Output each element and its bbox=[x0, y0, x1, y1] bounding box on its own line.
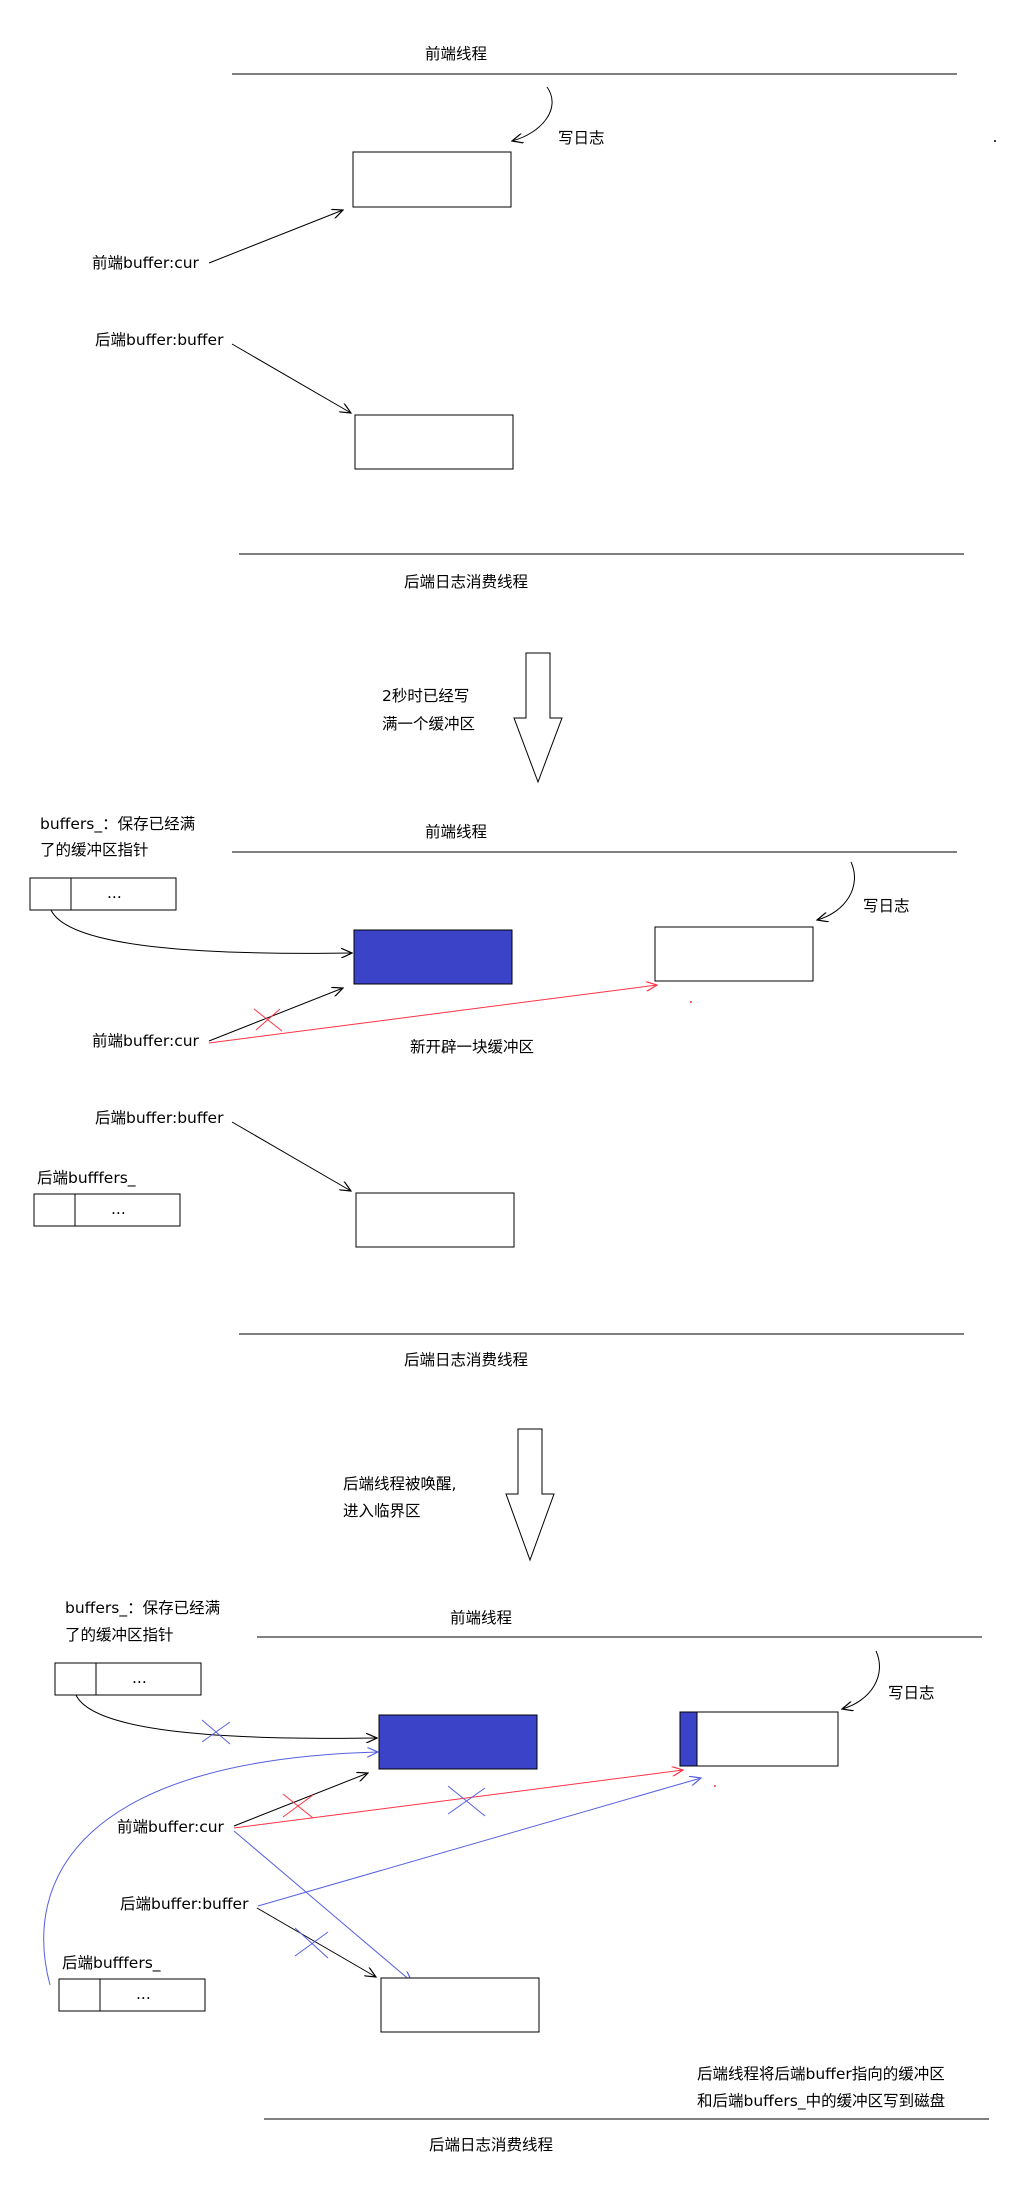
buffers-note-line-1: buffers_：保存已经满 bbox=[40, 815, 195, 834]
back-buffers-label: 后端bufffers_ bbox=[62, 1954, 161, 1973]
buffers-vector-ellipsis: ... bbox=[107, 884, 122, 902]
new-cur-pointer-arrow bbox=[208, 985, 657, 1044]
old-cur-pointer-arrow bbox=[208, 988, 343, 1042]
new-buffer-box bbox=[654, 926, 814, 982]
write-log-label: 写日志 bbox=[888, 1684, 935, 1702]
cross-mark bbox=[294, 1927, 329, 1959]
stray-dot bbox=[690, 1001, 692, 1003]
frontend-thread-label: 前端线程 bbox=[450, 1609, 512, 1627]
stage-2: buffers_：保存已经满 了的缓冲区指针 前端线程 ... 写日志 前端bu… bbox=[29, 815, 964, 1369]
write-log-arrow bbox=[842, 1650, 880, 1709]
cross-mark bbox=[201, 1719, 231, 1745]
stage-3: buffers_：保存已经满 了的缓冲区指针 前端线程 ... 写日志 前端bu… bbox=[43, 1599, 989, 2154]
backend-thread-label: 后端日志消费线程 bbox=[404, 1351, 528, 1369]
transition-2: 后端线程被唤醒, 进入临界区 bbox=[343, 1428, 555, 1562]
transition-1-line-2: 满一个缓冲区 bbox=[382, 715, 475, 733]
transition-1: 2秒时已经写 满一个缓冲区 bbox=[382, 652, 563, 784]
back-buffer-box bbox=[355, 1192, 515, 1248]
final-note-line-1: 后端线程将后端buffer指向的缓冲区 bbox=[697, 2065, 945, 2083]
new-buffer-note: 新开辟一块缓冲区 bbox=[410, 1038, 534, 1056]
back-buffer-box bbox=[380, 1977, 540, 2033]
buffers-note-line-2: 了的缓冲区指针 bbox=[65, 1626, 174, 1644]
full-buffer-box bbox=[378, 1714, 538, 1770]
write-log-label: 写日志 bbox=[863, 897, 910, 915]
buffer-to-new-buffer-arrow bbox=[257, 1778, 701, 1907]
buffers-vector bbox=[54, 1662, 202, 1696]
buffers-vector bbox=[29, 877, 177, 911]
buffers-note-line-2: 了的缓冲区指针 bbox=[40, 841, 149, 859]
cross-mark bbox=[447, 1785, 486, 1817]
transition-1-line-1: 2秒时已经写 bbox=[382, 687, 469, 705]
final-note-line-2: 和后端buffers_中的缓冲区写到磁盘 bbox=[697, 2091, 945, 2111]
back-buffers-vector bbox=[33, 1193, 181, 1227]
down-arrow-icon bbox=[513, 652, 563, 784]
front-buffer-cur-label: 前端buffer:cur bbox=[92, 254, 200, 272]
back-buffers-vector-ellipsis: ... bbox=[111, 1200, 126, 1218]
buffers-note-line-1: buffers_：保存已经满 bbox=[65, 1599, 220, 1618]
stray-dot bbox=[994, 140, 996, 142]
buffer-pointer-arrow bbox=[231, 343, 351, 413]
write-log-arrow bbox=[817, 861, 855, 920]
front-buffer-cur-label: 前端buffer:cur bbox=[117, 1818, 225, 1836]
write-log-arrow bbox=[512, 86, 553, 141]
down-arrow-icon bbox=[505, 1428, 555, 1562]
stage-1: 前端线程 写日志 前端buffer:cur 后端buffer:buffer 后端… bbox=[92, 45, 996, 591]
buffer-pointer-arrow bbox=[231, 1121, 351, 1191]
back-buffers-to-full-buffer-arrow bbox=[43, 1752, 378, 1986]
back-buffer-label: 后端buffer:buffer bbox=[120, 1895, 249, 1913]
buffers-to-full-buffer-arrow bbox=[75, 1694, 377, 1738]
back-buffers-vector-ellipsis: ... bbox=[136, 1985, 151, 2003]
back-buffers-label: 后端bufffers_ bbox=[37, 1169, 136, 1188]
cur-to-back-buffer-arrow bbox=[233, 1830, 412, 1982]
new-buffer-written-portion bbox=[679, 1711, 698, 1767]
buffer-pointer-arrow bbox=[256, 1907, 376, 1977]
cur-to-new-buffer-arrow bbox=[233, 1770, 683, 1829]
cur-pointer-arrow bbox=[208, 210, 343, 264]
back-buffer-label: 后端buffer:buffer bbox=[95, 331, 224, 349]
write-log-label: 写日志 bbox=[558, 129, 605, 147]
back-buffer-box bbox=[354, 414, 514, 470]
full-buffer-box bbox=[353, 929, 513, 985]
frontend-thread-label: 前端线程 bbox=[425, 45, 487, 63]
back-buffer-label: 后端buffer:buffer bbox=[95, 1109, 224, 1127]
stray-dot bbox=[714, 1785, 716, 1787]
buffers-to-full-buffer-arrow bbox=[50, 909, 352, 953]
cross-mark bbox=[282, 1793, 314, 1819]
back-buffers-vector bbox=[58, 1978, 206, 2012]
backend-thread-label: 后端日志消费线程 bbox=[429, 2136, 553, 2154]
new-buffer-box bbox=[679, 1711, 839, 1767]
buffers-vector-ellipsis: ... bbox=[132, 1669, 147, 1687]
transition-2-line-2: 进入临界区 bbox=[343, 1502, 421, 1520]
frontend-thread-label: 前端线程 bbox=[425, 823, 487, 841]
backend-thread-label: 后端日志消费线程 bbox=[404, 573, 528, 591]
cross-mark bbox=[253, 1008, 283, 1032]
transition-2-line-1: 后端线程被唤醒, bbox=[343, 1475, 456, 1493]
old-cur-pointer-arrow bbox=[233, 1773, 368, 1827]
front-buffer-box bbox=[352, 151, 512, 208]
front-buffer-cur-label: 前端buffer:cur bbox=[92, 1032, 200, 1050]
